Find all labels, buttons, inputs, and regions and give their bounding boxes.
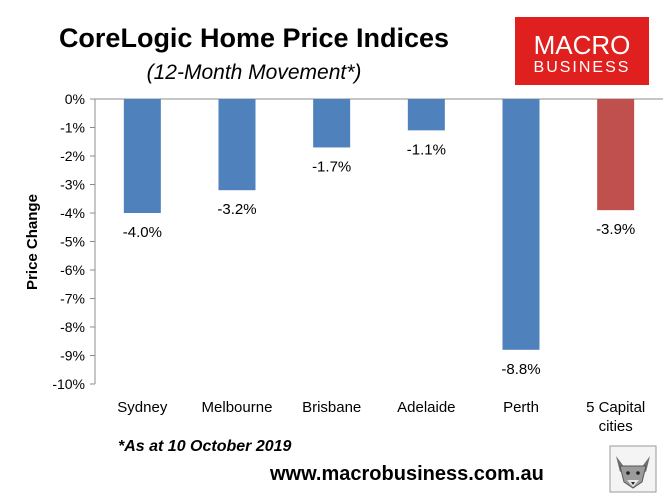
category-label: 5 Capital (586, 399, 645, 416)
y-axis-ticks: 0% -1% -2% -3% -4% -5% -6% -7% -8% -9% -10% (52, 91, 95, 392)
bar (123, 99, 161, 213)
category-label: Melbourne (202, 399, 273, 416)
data-label: -3.2% (217, 201, 256, 218)
data-label: -1.7% (312, 158, 351, 175)
chart-subtitle: (12-Month Movement*) (147, 61, 362, 84)
category-label: Adelaide (397, 399, 455, 416)
macrobusiness-logo: MACRO BUSINESS (515, 17, 649, 85)
y-tick-label: -3% (60, 177, 85, 193)
data-label: -3.9% (596, 221, 635, 238)
bar (502, 99, 540, 350)
wolf-icon (609, 445, 657, 493)
data-label: -4.0% (123, 224, 162, 241)
website-url: www.macrobusiness.com.au (269, 463, 544, 485)
y-tick-label: 0% (65, 91, 85, 107)
chart-title: CoreLogic Home Price Indices (59, 23, 449, 53)
y-tick-label: -8% (60, 319, 85, 335)
data-labels-group: -4.0% -3.2% -1.7% -1.1% -8.8% -3.9% (123, 141, 636, 377)
bar (407, 99, 445, 131)
y-tick-label: -5% (60, 234, 85, 250)
category-label: Brisbane (302, 399, 361, 416)
y-tick-label: -7% (60, 291, 85, 307)
bar (218, 99, 256, 191)
logo-line-2: BUSINESS (534, 59, 631, 76)
category-label: Sydney (117, 399, 168, 416)
y-axis-label: Price Change (24, 194, 41, 290)
data-label: -1.1% (407, 141, 446, 158)
y-tick-label: -9% (60, 348, 85, 364)
y-tick-label: -4% (60, 205, 85, 221)
category-labels-group: Sydney Melbourne Brisbane Adelaide Perth 5 Ca… (117, 399, 645, 435)
y-tick-label: -10% (52, 376, 85, 392)
y-tick-label: -1% (60, 120, 85, 136)
data-label: -8.8% (501, 361, 540, 378)
category-label: cities (599, 418, 633, 435)
y-tick-label: -6% (60, 262, 85, 278)
category-label: Perth (503, 399, 539, 416)
y-tick-label: -2% (60, 148, 85, 164)
bar (313, 99, 351, 148)
footnote: *As at 10 October 2019 (118, 438, 292, 455)
logo-background (515, 17, 649, 85)
bars-group (123, 99, 635, 350)
bar (597, 99, 635, 211)
logo-line-1: MACRO (534, 30, 631, 60)
